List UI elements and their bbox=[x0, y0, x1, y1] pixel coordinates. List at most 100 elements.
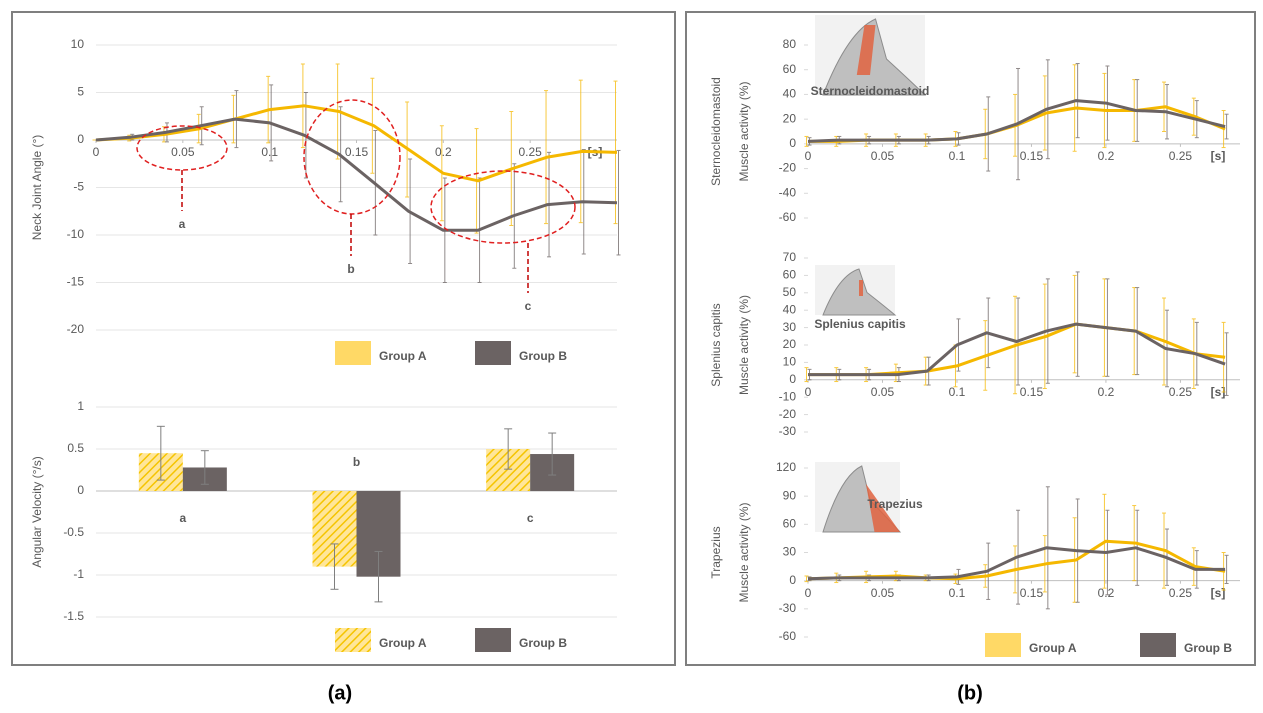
anatomy-muscle bbox=[866, 484, 900, 532]
error-bar bbox=[374, 550, 383, 603]
legend-swatch bbox=[985, 633, 1021, 657]
y-tick-label: 10 bbox=[71, 37, 85, 51]
y-tick-label: 20 bbox=[783, 337, 797, 351]
error-bar bbox=[1224, 554, 1229, 584]
error-bar bbox=[156, 425, 165, 481]
x-tick-label: 0.15 bbox=[1020, 586, 1044, 600]
series-line bbox=[808, 322, 1226, 377]
y-tick-label: 50 bbox=[783, 285, 797, 299]
x-tick-label: 0 bbox=[93, 145, 100, 159]
y-tick-label: 80 bbox=[783, 37, 797, 51]
y-tick-label: -20 bbox=[779, 407, 797, 421]
legend-swatch bbox=[475, 341, 511, 365]
y-tick-label: 70 bbox=[783, 250, 797, 264]
y-tick-label: 20 bbox=[783, 111, 797, 125]
inset-label: Splenius capitis bbox=[814, 317, 906, 331]
series-line bbox=[95, 104, 618, 183]
error-bar bbox=[330, 543, 339, 590]
annotation-ellipse bbox=[430, 170, 576, 244]
y-tick-label: -20 bbox=[779, 161, 797, 175]
category-label: b bbox=[353, 455, 360, 469]
y-tick-label: -40 bbox=[779, 185, 797, 199]
error-bar bbox=[804, 575, 809, 583]
y-tick-label: -1 bbox=[73, 567, 84, 581]
x-tick-label: 0.15 bbox=[1020, 149, 1044, 163]
legend-swatch bbox=[335, 628, 371, 652]
error-bar bbox=[1224, 332, 1229, 396]
annotation-ellipse bbox=[303, 99, 401, 215]
y-tick-label: -1.5 bbox=[63, 609, 84, 623]
y-tick-label: 0 bbox=[789, 372, 796, 386]
y-axis-label: Muscle activity (%) bbox=[737, 502, 751, 602]
y-tick-label: 0 bbox=[77, 483, 84, 497]
series-line bbox=[808, 322, 1226, 377]
y-axis-label: Neck Joint Angle (°) bbox=[30, 135, 44, 241]
series-line bbox=[95, 117, 618, 232]
error-bar bbox=[1224, 113, 1229, 140]
y-tick-label: 40 bbox=[783, 302, 797, 316]
x-axis-unit: [s] bbox=[1211, 149, 1226, 163]
y-axis-label: Muscle activity (%) bbox=[737, 295, 751, 395]
series-line bbox=[807, 99, 1226, 143]
error-bar bbox=[200, 450, 209, 485]
x-tick-label: 0 bbox=[805, 149, 812, 163]
y-tick-label: 60 bbox=[783, 268, 797, 282]
y-tick-label: -5 bbox=[73, 180, 84, 194]
x-tick-label: 0.2 bbox=[1098, 385, 1115, 399]
muscle-label: Sternocleidomastoid bbox=[709, 77, 723, 186]
x-tick-label: 0.2 bbox=[435, 145, 452, 159]
error-bar bbox=[616, 149, 621, 256]
error-bar bbox=[804, 367, 809, 383]
error-bar bbox=[504, 428, 513, 470]
series-line bbox=[807, 546, 1226, 581]
x-tick-label: 0.05 bbox=[871, 149, 895, 163]
x-tick-label: 0.25 bbox=[1169, 385, 1193, 399]
legend-label: Group A bbox=[379, 349, 427, 363]
y-tick-label: -20 bbox=[67, 322, 85, 336]
x-tick-label: 0.05 bbox=[871, 586, 895, 600]
y-tick-label: -0.5 bbox=[63, 525, 84, 539]
y-tick-label: -30 bbox=[779, 424, 797, 438]
error-bar bbox=[548, 432, 557, 476]
legend-label: Group B bbox=[519, 636, 567, 650]
y-tick-label: 0.5 bbox=[67, 441, 84, 455]
anatomy-neck bbox=[822, 18, 927, 96]
panel-caption: (b) bbox=[957, 682, 983, 704]
x-tick-label: 0.2 bbox=[1098, 149, 1115, 163]
y-tick-label: 40 bbox=[783, 87, 797, 101]
y-tick-label: 0 bbox=[789, 573, 796, 587]
x-tick-label: 0 bbox=[805, 385, 812, 399]
muscle-label: Splenius capitis bbox=[709, 303, 723, 386]
legend-swatch bbox=[1140, 633, 1176, 657]
legend-label: Group B bbox=[519, 349, 567, 363]
y-axis-label: Angular Velocity (°/s) bbox=[30, 456, 44, 568]
inset-label: Sternocleidomastoid bbox=[811, 84, 930, 98]
x-tick-label: 0.2 bbox=[1098, 586, 1115, 600]
x-tick-label: 0.25 bbox=[1169, 149, 1193, 163]
panel-frame bbox=[11, 11, 676, 666]
x-tick-label: 0.15 bbox=[345, 145, 369, 159]
x-tick-label: 0.15 bbox=[1020, 385, 1044, 399]
x-tick-label: 0.1 bbox=[949, 149, 966, 163]
y-tick-label: 60 bbox=[783, 517, 797, 531]
y-tick-label: 0 bbox=[789, 136, 796, 150]
x-tick-label: 0.25 bbox=[518, 145, 542, 159]
anatomy-muscle bbox=[859, 280, 863, 296]
annotation-label: c bbox=[525, 299, 532, 313]
x-axis-unit: [s] bbox=[1211, 586, 1226, 600]
legend-swatch bbox=[335, 341, 371, 365]
inset-label: Trapezius bbox=[867, 497, 923, 511]
y-tick-label: -60 bbox=[779, 210, 797, 224]
panel-caption: (a) bbox=[328, 682, 352, 704]
y-tick-label: -10 bbox=[67, 227, 85, 241]
x-tick-label: 0.05 bbox=[871, 385, 895, 399]
y-tick-label: 90 bbox=[783, 488, 797, 502]
muscle-label: Trapezius bbox=[709, 526, 723, 578]
y-tick-label: -60 bbox=[779, 629, 797, 643]
x-axis-unit: [s] bbox=[1211, 385, 1226, 399]
error-bar bbox=[804, 135, 809, 147]
anatomy-muscle bbox=[856, 25, 876, 75]
x-tick-label: 0.1 bbox=[949, 586, 966, 600]
y-tick-label: -10 bbox=[779, 389, 797, 403]
